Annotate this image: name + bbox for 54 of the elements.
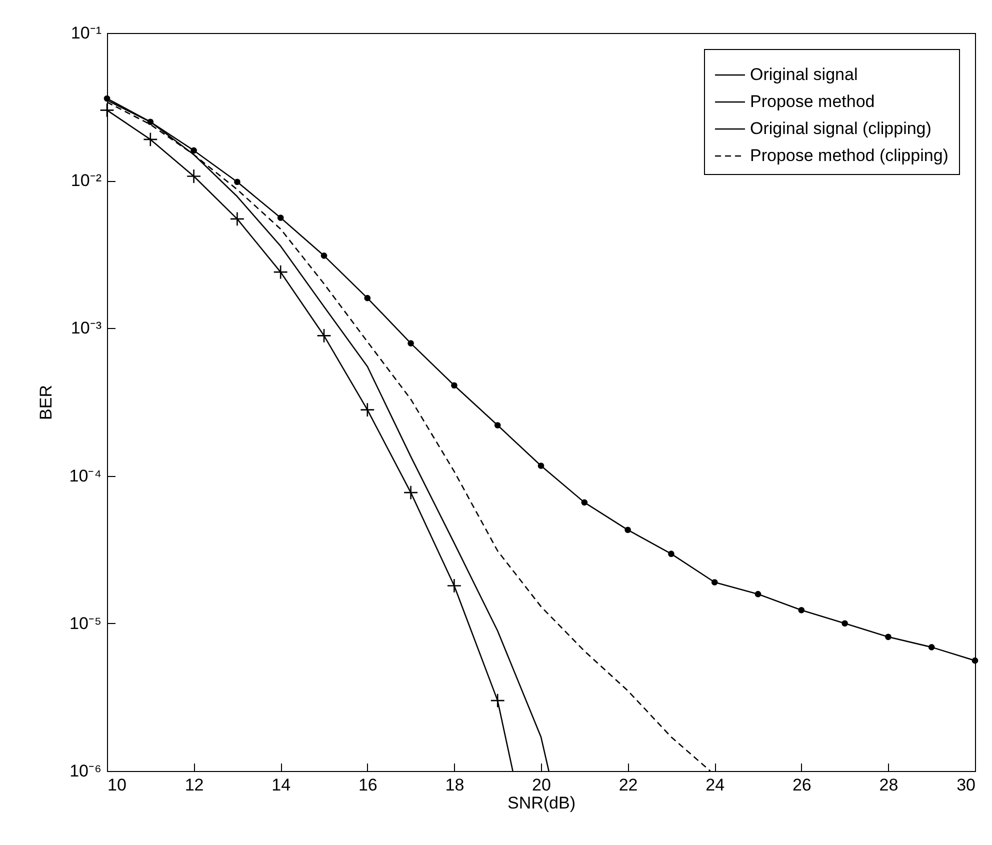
point xyxy=(408,340,414,346)
point xyxy=(360,402,375,418)
point xyxy=(668,550,674,557)
point xyxy=(273,264,288,280)
x-tick-label: 14 xyxy=(272,776,291,794)
x-tick-label: 24 xyxy=(706,776,725,794)
x-tick-label: 30 xyxy=(956,776,976,794)
y-tick-label: 10⁻² xyxy=(70,171,102,190)
point xyxy=(100,102,114,118)
point xyxy=(581,499,588,506)
point xyxy=(320,252,328,259)
point xyxy=(403,485,418,500)
point xyxy=(446,578,462,594)
point xyxy=(316,328,332,344)
legend-label: Propose method (clipping) xyxy=(750,146,948,165)
legend-label: Original signal xyxy=(750,65,858,84)
x-tick-label: 26 xyxy=(792,776,812,794)
x-tick-label: 22 xyxy=(618,776,638,794)
point xyxy=(451,382,458,389)
x-axis-title: SNR(dB) xyxy=(507,794,576,812)
point xyxy=(190,147,197,154)
point xyxy=(538,462,544,469)
point xyxy=(494,422,501,428)
x-tick-label: 16 xyxy=(358,776,378,794)
point xyxy=(147,118,154,126)
y-tick-label: 10⁻⁵ xyxy=(70,614,102,633)
y-tick-label: 10⁻³ xyxy=(70,318,102,338)
point xyxy=(234,178,240,186)
point xyxy=(143,132,158,147)
point xyxy=(490,693,505,708)
point xyxy=(624,526,631,534)
point xyxy=(885,634,892,640)
point xyxy=(798,606,805,614)
legend-label: Original signal (clipping) xyxy=(750,119,932,138)
point xyxy=(928,644,935,650)
y-tick-label: 10⁻⁶ xyxy=(70,762,102,780)
point xyxy=(277,214,284,221)
point xyxy=(711,579,718,586)
x-tick-label: 18 xyxy=(445,776,464,794)
point xyxy=(230,212,245,226)
y-axis-title: BER xyxy=(36,385,56,420)
y-tick-label: 10⁻¹ xyxy=(70,24,102,42)
point xyxy=(104,95,110,102)
point xyxy=(754,590,762,598)
point xyxy=(972,657,978,664)
x-tick-label: 10 xyxy=(108,776,126,794)
point xyxy=(364,294,371,302)
x-tick-label: 20 xyxy=(532,776,551,794)
point xyxy=(186,168,202,184)
y-tick-label: 10⁻⁴ xyxy=(69,466,102,486)
legend-label: Propose method xyxy=(750,92,875,111)
point xyxy=(842,620,848,627)
x-tick-label: 28 xyxy=(879,776,898,794)
x-tick-label: 12 xyxy=(184,776,204,794)
